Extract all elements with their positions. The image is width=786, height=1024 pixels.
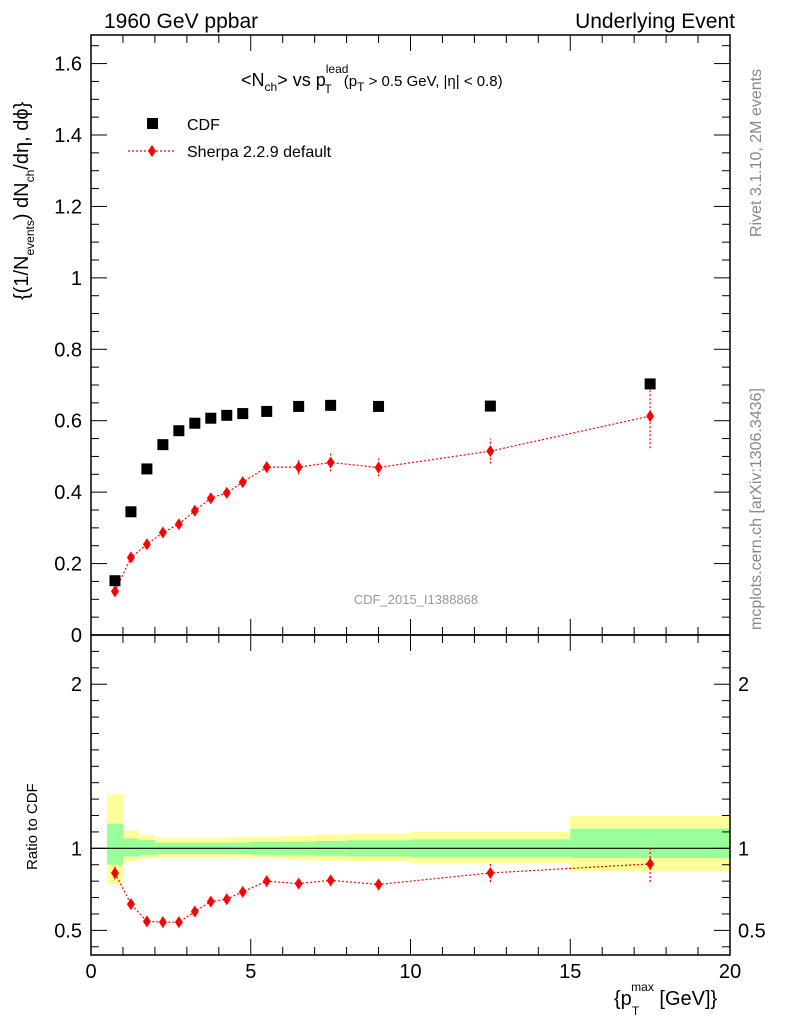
- sherpa-line: [114, 415, 651, 592]
- analysis-watermark: CDF_2015_I1388868: [354, 592, 478, 607]
- ratio-point: [646, 857, 655, 870]
- main-y-tick-label: 0.2: [54, 554, 82, 576]
- sherpa-point: [646, 410, 655, 423]
- x-tick-labels: 0 5 10 15 20: [85, 961, 741, 983]
- sherpa-point: [174, 518, 183, 531]
- ratio-point: [294, 877, 303, 890]
- cdf-point: [325, 399, 337, 411]
- ratio-point: [326, 874, 335, 887]
- legend-sherpa-label: Sherpa 2.2.9 default: [187, 144, 332, 161]
- ratio-point: [190, 905, 199, 918]
- cdf-point: [173, 425, 185, 437]
- ratio-point: [262, 875, 271, 888]
- x-tick-label: 5: [245, 961, 256, 983]
- ratio-y-tick-labels: 0.5 0.5 1 1 2 2: [54, 674, 766, 942]
- ratio-band-inner: [106, 823, 123, 865]
- main-y-axis-label: {(1/Nevents) dNch/dη, dϕ}: [11, 101, 37, 300]
- ratio-point: [158, 916, 167, 929]
- ratio-y-tick-label-right: 0.5: [738, 920, 766, 942]
- sherpa-point: [294, 461, 303, 474]
- sherpa-point: [190, 504, 199, 517]
- legend-cdf-marker: [147, 118, 158, 129]
- main-y-tick-label: 0.4: [54, 482, 82, 504]
- legend-cdf-label: CDF: [187, 117, 220, 134]
- ratio-y-tick-label-right: 1: [738, 838, 749, 860]
- cdf-point: [205, 412, 217, 424]
- ratio-band-inner: [122, 838, 139, 857]
- x-tick-label: 20: [719, 961, 741, 983]
- cdf-point: [484, 400, 496, 412]
- ratio-panel: 0.5 0.5 1 1 2 2 0 5 10 15 20 Ratio to CDF {pTmax …: [24, 634, 766, 1018]
- sherpa-point: [206, 492, 215, 505]
- cdf-point: [221, 409, 233, 421]
- sherpa-point: [158, 526, 167, 539]
- sherpa-point: [262, 461, 271, 474]
- mcplots-label: mcplots.cern.ch [arXiv:1306.3436]: [748, 388, 765, 630]
- ratio-point: [126, 898, 135, 911]
- main-ticks: [90, 35, 731, 636]
- cdf-point: [141, 463, 153, 475]
- cdf-point: [109, 575, 121, 587]
- main-y-tick-label: 1.4: [54, 125, 82, 147]
- ratio-y-axis-label: Ratio to CDF: [24, 783, 41, 870]
- ratio-uncertainty-bands: [106, 794, 730, 885]
- main-y-tick-label: 1.2: [54, 196, 82, 218]
- header-right: Underlying Event: [575, 10, 735, 33]
- cdf-point: [373, 400, 385, 412]
- ratio-frame: [90, 634, 731, 956]
- ratio-point: [110, 866, 119, 879]
- legend-sherpa-marker: [148, 145, 156, 157]
- ratio-y-tick-label: 1: [71, 838, 82, 860]
- cdf-point: [189, 417, 201, 429]
- cdf-point: [644, 378, 656, 390]
- ratio-point: [238, 885, 247, 898]
- ratio-y-tick-label-right: 2: [738, 674, 749, 696]
- x-tick-label: 10: [399, 961, 421, 983]
- ratio-sherpa-series: [110, 845, 655, 929]
- main-y-tick-label: 0: [71, 625, 82, 647]
- main-y-tick-label: 0.8: [54, 339, 82, 361]
- sherpa-point: [374, 461, 383, 474]
- x-tick-label: 0: [85, 961, 96, 983]
- rivet-label: Rivet 3.1.10, 2M events: [748, 69, 765, 237]
- main-panel: 0 0.2 0.4 0.6 0.8 1 1.2 1.4 1.6 CDF_2015_I138886…: [11, 34, 731, 647]
- ratio-point: [486, 866, 495, 879]
- ratio-point: [206, 895, 215, 908]
- header-left: 1960 GeV ppbar: [104, 10, 258, 33]
- sherpa-point: [326, 456, 335, 469]
- sherpa-point: [126, 551, 135, 564]
- main-y-tick-labels: 0 0.2 0.4 0.6 0.8 1 1.2 1.4 1.6: [54, 54, 82, 647]
- sherpa-series: [110, 383, 655, 598]
- cdf-point: [293, 400, 305, 412]
- cdf-point: [237, 408, 249, 420]
- ratio-point: [142, 915, 151, 928]
- ratio-point: [374, 878, 383, 891]
- sherpa-point: [486, 445, 495, 458]
- ratio-y-tick-label: 2: [71, 674, 82, 696]
- ratio-point: [222, 893, 231, 906]
- cdf-point: [261, 405, 273, 417]
- ratio-ticks: [90, 635, 731, 955]
- main-y-tick-label: 1: [71, 268, 82, 290]
- main-y-tick-label: 1.6: [54, 54, 82, 76]
- plot-title: <Nch> vs plead T (pT > 0.5 GeV, |η| < 0.8): [241, 62, 503, 96]
- sherpa-point: [222, 486, 231, 499]
- sherpa-point: [238, 476, 247, 489]
- sherpa-point: [142, 538, 151, 551]
- cdf-point: [125, 506, 137, 518]
- ratio-y-tick-label: 0.5: [54, 920, 82, 942]
- sherpa-point: [110, 585, 119, 598]
- main-y-tick-label: 0.6: [54, 411, 82, 433]
- cdf-point: [157, 439, 169, 451]
- ratio-band-inner: [138, 840, 155, 855]
- cdf-series: [109, 378, 656, 587]
- ratio-point: [174, 916, 183, 929]
- x-axis-label: {pTmax [GeV]}: [614, 980, 718, 1018]
- x-tick-label: 15: [559, 961, 581, 983]
